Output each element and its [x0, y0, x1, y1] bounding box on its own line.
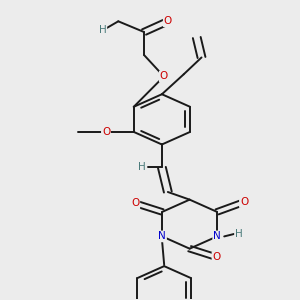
Text: O: O [240, 197, 248, 207]
Text: O: O [164, 16, 172, 26]
Text: N: N [158, 231, 166, 242]
Text: H: H [138, 163, 146, 172]
Text: O: O [102, 127, 110, 137]
Text: O: O [131, 198, 140, 208]
Text: H: H [99, 26, 106, 35]
Text: O: O [160, 71, 168, 82]
Text: H: H [235, 229, 243, 239]
Text: O: O [212, 252, 221, 262]
Text: N: N [213, 231, 221, 242]
